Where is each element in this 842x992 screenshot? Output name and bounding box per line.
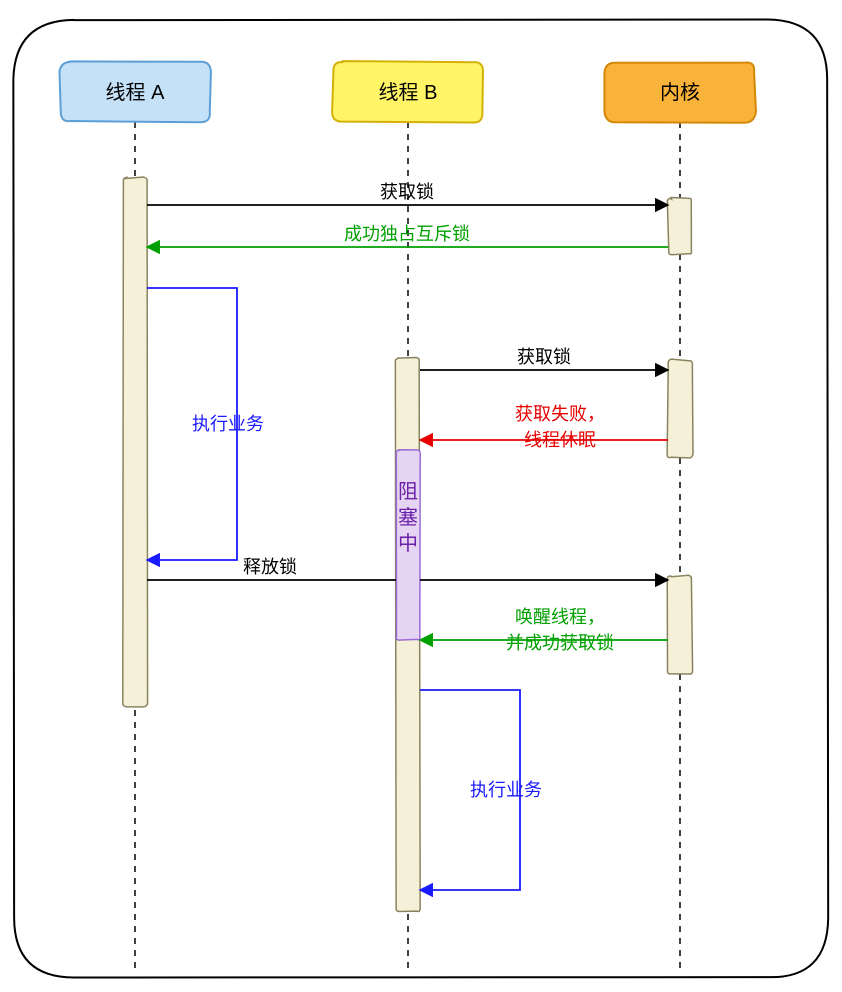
block-label: 阻 <box>398 480 418 503</box>
msg-label-m1: 获取锁 <box>380 182 434 202</box>
participant-label-a: 线程 A <box>106 81 166 104</box>
block-label: 中 <box>398 532 418 555</box>
activation-k2 <box>667 359 693 458</box>
msg-label-m4: 线程休眠 <box>524 430 596 450</box>
activation-k3 <box>667 575 692 674</box>
msg-label-m4: 获取失败， <box>515 404 605 424</box>
block-label: 塞 <box>398 506 418 529</box>
msg-label-m3: 获取锁 <box>517 347 571 367</box>
msg-label-m6: 唤醒线程， <box>515 607 605 627</box>
msg-label-m6: 并成功获取锁 <box>506 633 614 653</box>
sequence-diagram: 线程 A线程 B内核阻塞中获取锁成功独占互斥锁获取锁获取失败，线程休眠释放锁唤醒… <box>0 0 842 992</box>
self-msg-label-self2: 执行业务 <box>470 780 542 800</box>
msg-label-m5: 释放锁 <box>243 557 297 577</box>
msg-label-m2: 成功独占互斥锁 <box>344 224 470 244</box>
activation-k1 <box>667 197 691 254</box>
self-msg-label-self1: 执行业务 <box>192 414 264 434</box>
participant-label-b: 线程 B <box>379 81 438 104</box>
participant-label-k: 内核 <box>660 81 700 104</box>
activation-a_exec <box>123 177 148 707</box>
